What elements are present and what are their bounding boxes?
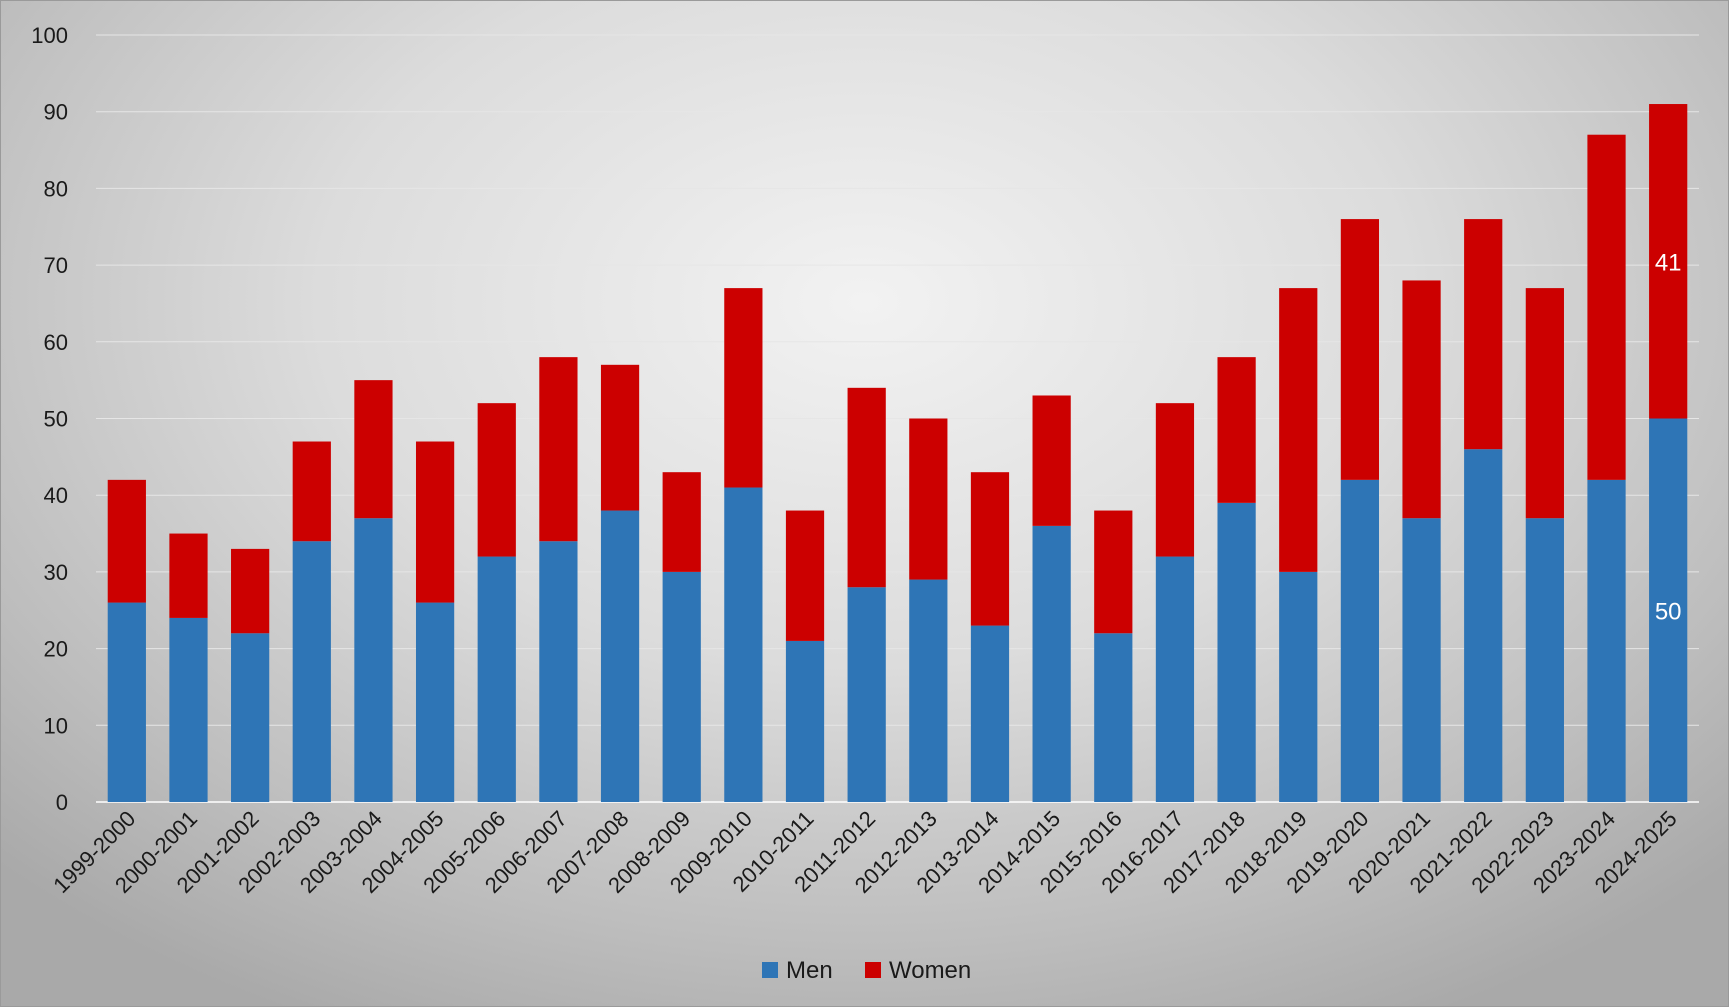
bar-women [724, 288, 763, 488]
bar-women [1525, 288, 1564, 519]
x-axis-ticks: 1999-20002000-20012001-20022002-20032003… [48, 806, 1681, 898]
y-axis-ticks: 0 10 20 30 40 50 60 70 80 90 100 [31, 23, 68, 815]
bar-men [169, 617, 208, 802]
bar-women [539, 357, 578, 542]
data-label: 41 [1655, 249, 1682, 276]
y-tick-label: 100 [31, 23, 68, 48]
bar-women [1464, 219, 1503, 450]
bar-women [1402, 280, 1441, 519]
bar-women [354, 380, 393, 519]
bar-women [847, 387, 886, 588]
bar-women [1217, 357, 1256, 503]
bar-men [1587, 479, 1626, 802]
bar-women [785, 510, 825, 641]
y-tick-label: 0 [56, 790, 68, 815]
bar-men [1464, 449, 1503, 802]
bar-men [1402, 518, 1441, 802]
bar-women [477, 403, 516, 557]
bar-men [1525, 518, 1564, 802]
bar-men [970, 625, 1010, 802]
bar-women [600, 364, 640, 511]
bar-women [1032, 395, 1071, 526]
bar-women [1094, 510, 1133, 634]
y-tick-label: 10 [44, 713, 68, 738]
bar-women [292, 441, 331, 542]
bar-women [169, 533, 208, 618]
data-labels: 50 41 [1655, 249, 1682, 625]
bar-men [1032, 525, 1071, 802]
bars [107, 104, 1688, 802]
y-tick-label: 40 [44, 483, 68, 508]
bar-men [662, 571, 701, 802]
bar-men [477, 556, 516, 802]
bar-women [970, 472, 1010, 626]
bar-men [539, 541, 578, 802]
legend-swatch-men [762, 962, 778, 978]
y-tick-label: 20 [44, 637, 68, 662]
bar-women [1155, 403, 1195, 557]
y-tick-label: 30 [44, 560, 68, 585]
bar-women [415, 441, 455, 603]
legend: Men Women [762, 957, 971, 984]
bar-men [1340, 479, 1380, 802]
y-tick-label: 90 [44, 100, 68, 125]
legend-swatch-women [865, 962, 881, 978]
bar-men [909, 579, 948, 802]
y-tick-label: 80 [44, 176, 68, 201]
bar-men [600, 510, 640, 802]
bar-women [1649, 104, 1688, 419]
y-tick-label: 70 [44, 253, 68, 278]
y-tick-label: 60 [44, 330, 68, 355]
bar-men [785, 640, 825, 802]
bar-men [1217, 502, 1256, 802]
bar-men [354, 518, 393, 802]
data-label: 50 [1655, 598, 1682, 625]
bar-women [1340, 219, 1380, 480]
legend-label-women: Women [889, 957, 971, 984]
bar-women [1587, 134, 1626, 480]
bar-women [909, 418, 948, 580]
bar-men [847, 587, 886, 802]
bar-men [415, 602, 455, 802]
y-tick-label: 50 [44, 407, 68, 432]
bar-men [1279, 571, 1318, 802]
bar-women [1279, 288, 1318, 572]
bar-women [231, 548, 270, 634]
bar-men [107, 602, 146, 802]
bar-women [662, 472, 701, 572]
bar-men [231, 633, 270, 802]
legend-label-men: Men [786, 957, 833, 984]
bar-men [1649, 418, 1688, 802]
bar-men [292, 541, 331, 802]
bar-women [107, 479, 146, 603]
bar-men [724, 487, 763, 802]
gridlines [96, 34, 1699, 803]
bar-men [1155, 556, 1195, 802]
bar-men [1094, 633, 1133, 802]
